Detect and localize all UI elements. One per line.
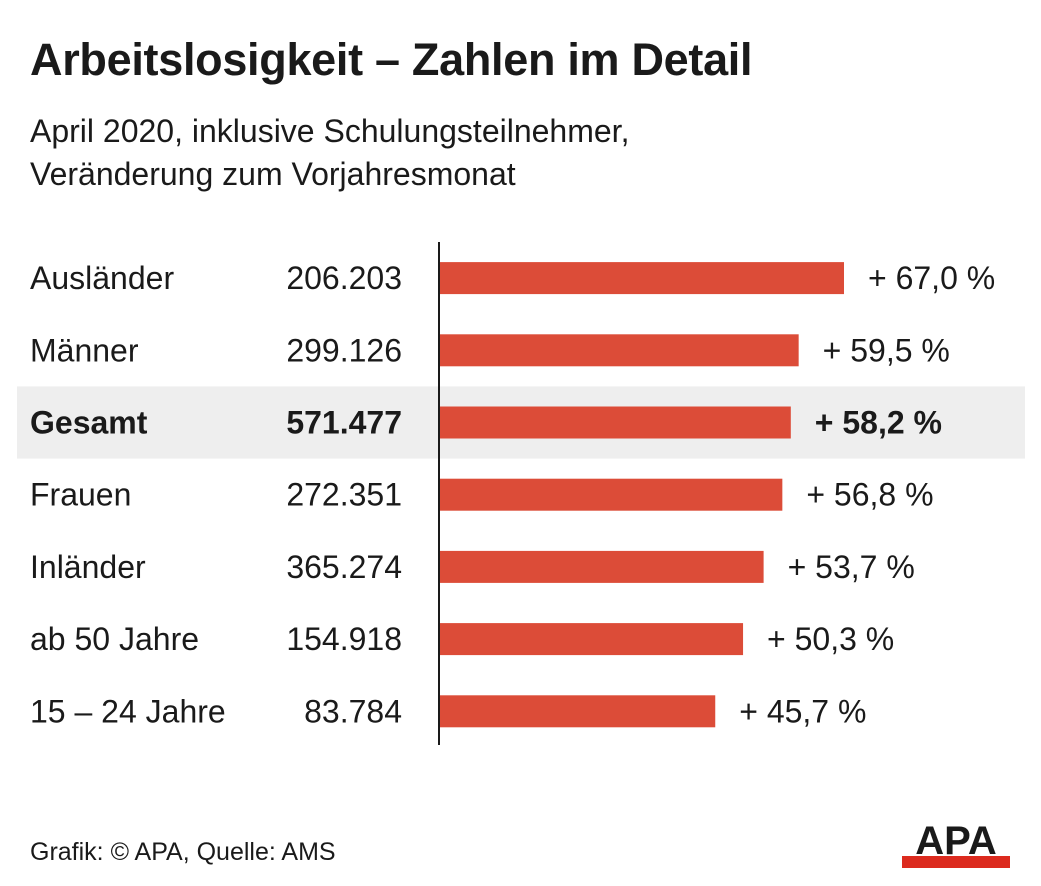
count-label-3: 571.477	[286, 405, 402, 441]
value-label-4: + 56,8 %	[806, 477, 933, 513]
count-label-5: 365.274	[286, 549, 402, 585]
source-credit: Grafik: © APA, Quelle: AMS	[30, 838, 336, 866]
count-label-6: 154.918	[286, 621, 402, 657]
bar-6	[439, 623, 744, 656]
count-label-1: 206.203	[286, 260, 402, 296]
category-label-3: Gesamt	[30, 405, 148, 441]
bar-1	[439, 262, 844, 295]
bar-5	[439, 550, 764, 583]
value-label-2: + 59,5 %	[823, 332, 950, 368]
value-label-6: + 50,3 %	[767, 621, 894, 657]
count-label-4: 272.351	[286, 477, 402, 513]
bar-4	[439, 478, 783, 511]
value-label-3: + 58,2 %	[815, 405, 942, 441]
category-label-6: ab 50 Jahre	[30, 621, 199, 657]
bar-2	[439, 334, 799, 367]
category-label-2: Männer	[30, 332, 139, 368]
value-label-5: + 53,7 %	[788, 549, 915, 585]
category-label-5: Inländer	[30, 549, 146, 585]
chart-subtitle-line-1: April 2020, inklusive Schulungsteilnehme…	[30, 113, 630, 149]
chart-subtitle-line-2: Veränderung zum Vorjahresmonat	[30, 156, 516, 192]
count-label-2: 299.126	[286, 332, 402, 368]
value-label-1: + 67,0 %	[868, 260, 995, 296]
count-label-7: 83.784	[304, 693, 402, 729]
chart-title: Arbeitslosigkeit – Zahlen im Detail	[30, 34, 753, 85]
category-label-7: 15 – 24 Jahre	[30, 693, 226, 729]
svg-text:APA: APA	[915, 819, 996, 863]
category-label-1: Ausländer	[30, 260, 174, 296]
bar-3	[439, 406, 791, 439]
bar-7	[439, 695, 716, 728]
apa-logo: APA	[902, 819, 1010, 868]
category-label-4: Frauen	[30, 477, 131, 513]
value-label-7: + 45,7 %	[739, 693, 866, 729]
